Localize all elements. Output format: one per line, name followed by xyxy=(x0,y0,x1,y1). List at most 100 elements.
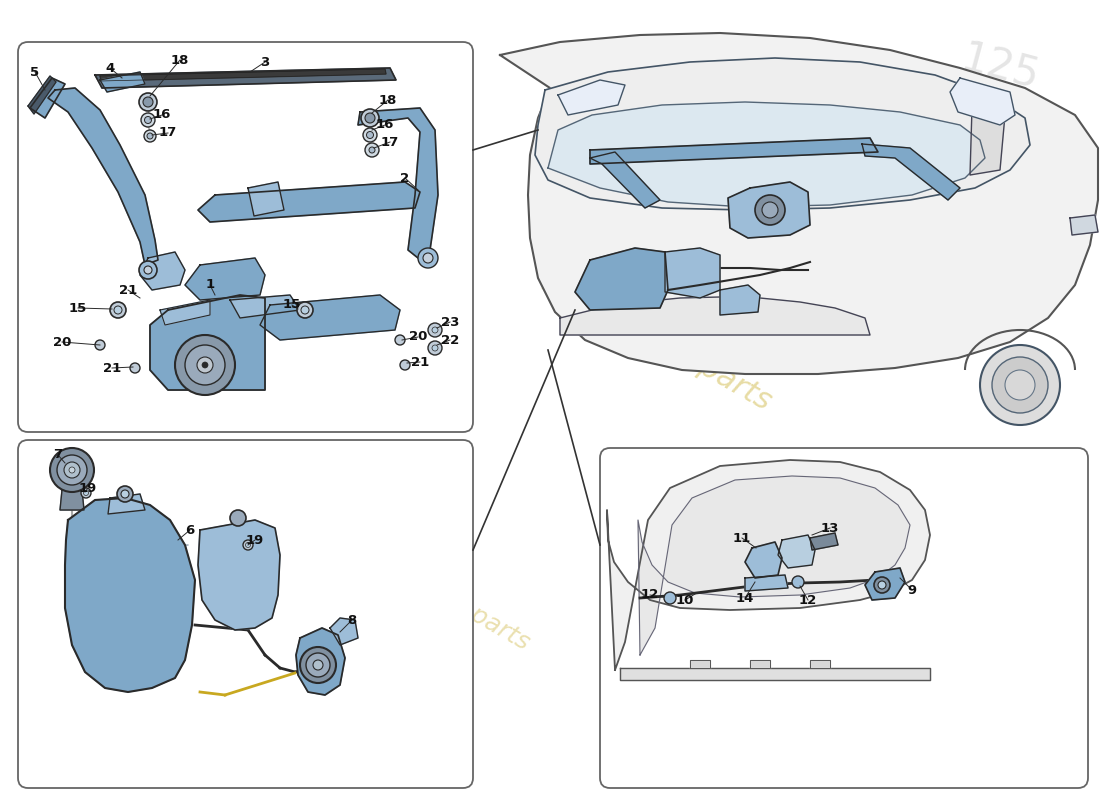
Polygon shape xyxy=(745,575,788,591)
Text: 16: 16 xyxy=(153,109,172,122)
Circle shape xyxy=(130,363,140,373)
Circle shape xyxy=(363,128,377,142)
Polygon shape xyxy=(230,295,300,318)
Text: 18: 18 xyxy=(378,94,397,106)
Circle shape xyxy=(418,248,438,268)
Polygon shape xyxy=(108,494,145,514)
Circle shape xyxy=(243,540,253,550)
Circle shape xyxy=(230,510,246,526)
Text: 2: 2 xyxy=(400,171,409,185)
Polygon shape xyxy=(160,300,210,325)
Polygon shape xyxy=(750,660,770,668)
Circle shape xyxy=(762,202,778,218)
Polygon shape xyxy=(745,542,782,578)
Polygon shape xyxy=(666,248,720,298)
Text: 19: 19 xyxy=(79,482,97,494)
Text: 19: 19 xyxy=(246,534,264,546)
Polygon shape xyxy=(48,88,158,265)
Polygon shape xyxy=(150,295,265,390)
Circle shape xyxy=(197,357,213,373)
Circle shape xyxy=(144,266,152,274)
Text: passion for parts: passion for parts xyxy=(340,530,534,655)
Circle shape xyxy=(64,462,80,478)
Text: passion for parts: passion for parts xyxy=(750,249,912,354)
Polygon shape xyxy=(100,69,386,81)
Circle shape xyxy=(114,306,122,314)
Circle shape xyxy=(992,357,1048,413)
Text: 17: 17 xyxy=(381,135,399,149)
Polygon shape xyxy=(28,76,56,114)
Text: 15: 15 xyxy=(69,302,87,314)
Circle shape xyxy=(1005,370,1035,400)
Polygon shape xyxy=(185,258,265,300)
Circle shape xyxy=(424,253,433,263)
Polygon shape xyxy=(100,72,145,92)
Circle shape xyxy=(432,345,438,351)
Polygon shape xyxy=(810,660,830,668)
Text: 7: 7 xyxy=(54,449,63,462)
Polygon shape xyxy=(198,182,420,222)
Circle shape xyxy=(428,323,442,337)
Text: 21: 21 xyxy=(119,283,138,297)
Circle shape xyxy=(139,93,157,111)
Polygon shape xyxy=(620,668,930,680)
Polygon shape xyxy=(1070,215,1098,235)
Polygon shape xyxy=(65,498,195,692)
Circle shape xyxy=(395,335,405,345)
Circle shape xyxy=(368,147,375,153)
Circle shape xyxy=(365,113,375,123)
FancyBboxPatch shape xyxy=(600,448,1088,788)
Circle shape xyxy=(57,455,87,485)
Text: 11: 11 xyxy=(733,531,751,545)
FancyBboxPatch shape xyxy=(18,42,473,432)
Polygon shape xyxy=(728,182,810,238)
Polygon shape xyxy=(970,108,1005,175)
Circle shape xyxy=(81,488,91,498)
Polygon shape xyxy=(140,252,185,290)
Polygon shape xyxy=(720,285,760,315)
Polygon shape xyxy=(778,535,815,568)
Text: 1: 1 xyxy=(206,278,214,291)
Polygon shape xyxy=(500,33,1098,374)
Circle shape xyxy=(297,302,313,318)
Text: 21: 21 xyxy=(103,362,121,374)
Text: 22: 22 xyxy=(441,334,459,346)
Text: 21: 21 xyxy=(411,355,429,369)
Text: 17: 17 xyxy=(158,126,177,139)
Text: 12: 12 xyxy=(641,589,659,602)
Circle shape xyxy=(139,261,157,279)
Circle shape xyxy=(117,486,133,502)
Circle shape xyxy=(110,302,126,318)
Circle shape xyxy=(314,660,323,670)
Circle shape xyxy=(792,576,804,588)
Text: 13: 13 xyxy=(821,522,839,534)
Text: passion for parts: passion for parts xyxy=(540,262,777,416)
Circle shape xyxy=(202,362,208,368)
Circle shape xyxy=(365,143,380,157)
Polygon shape xyxy=(950,78,1015,125)
Text: 9: 9 xyxy=(908,583,916,597)
Polygon shape xyxy=(590,152,660,208)
Polygon shape xyxy=(248,182,284,216)
Text: 23: 23 xyxy=(441,315,459,329)
Circle shape xyxy=(432,327,438,333)
Circle shape xyxy=(245,542,251,547)
Circle shape xyxy=(50,448,94,492)
Text: 125: 125 xyxy=(956,38,1044,99)
Circle shape xyxy=(175,335,235,395)
Polygon shape xyxy=(260,295,400,340)
Text: 4: 4 xyxy=(106,62,114,74)
Polygon shape xyxy=(330,618,358,645)
Text: 8: 8 xyxy=(348,614,356,626)
Circle shape xyxy=(400,360,410,370)
Text: 16: 16 xyxy=(376,118,394,131)
Polygon shape xyxy=(575,248,668,310)
Polygon shape xyxy=(590,138,878,164)
Polygon shape xyxy=(607,460,930,670)
Circle shape xyxy=(185,345,226,385)
Circle shape xyxy=(147,133,153,139)
Circle shape xyxy=(121,490,129,498)
Circle shape xyxy=(428,341,442,355)
Circle shape xyxy=(361,109,379,127)
Polygon shape xyxy=(95,68,396,88)
